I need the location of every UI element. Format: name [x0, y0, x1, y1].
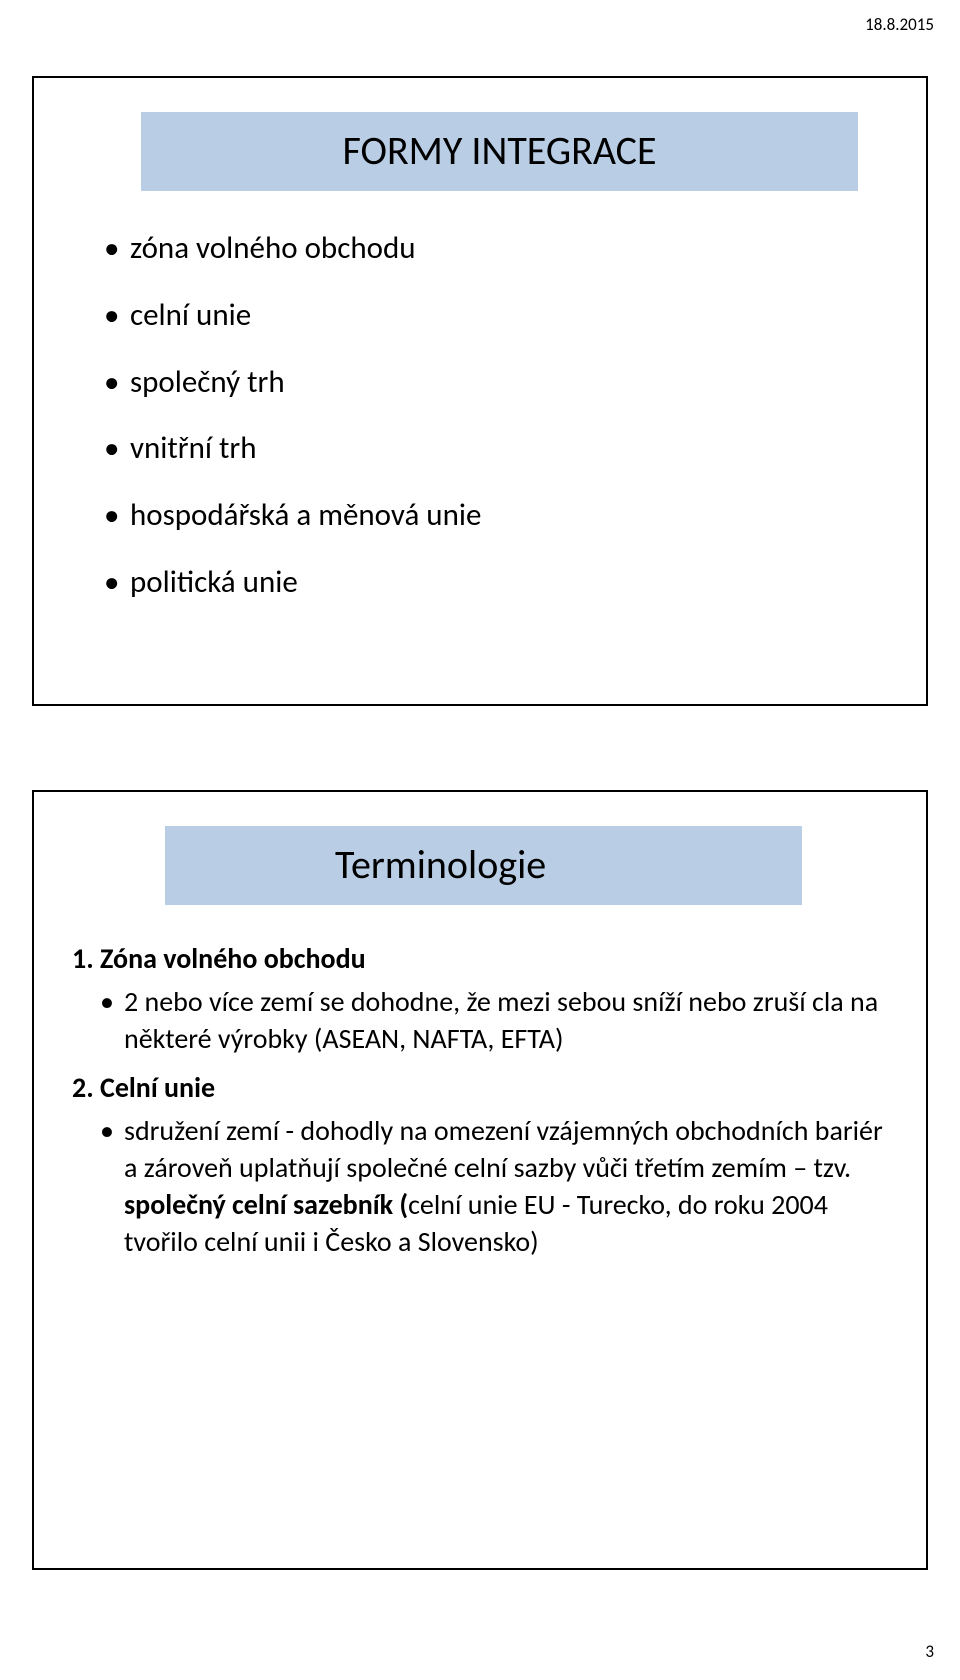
term-heading: 1. Zóna volného obchodu — [72, 941, 896, 976]
slide1-title-box: FORMY INTEGRACE — [138, 112, 858, 191]
list-item: 2 nebo více zemí se dohodne, že mezi seb… — [100, 984, 896, 1058]
slide1-bullets: zóna volného obchodu celní unie společný… — [64, 223, 896, 602]
term-bullets: 2 nebo více zemí se dohodne, že mezi seb… — [72, 984, 896, 1058]
slide2-content: 1. Zóna volného obchodu 2 nebo více zemí… — [64, 937, 896, 1261]
text: sdružení zemí - dohodly na omezení vzáje… — [124, 1113, 883, 1185]
slide2-title-box: Terminologie — [162, 826, 802, 905]
list-item: sdružení zemí - dohodly na omezení vzáje… — [100, 1113, 896, 1261]
term-item-2: 2. Celní unie sdružení zemí - dohodly na… — [72, 1070, 896, 1261]
list-item: zóna volného obchodu — [104, 229, 896, 268]
term-bullets: sdružení zemí - dohodly na omezení vzáje… — [72, 1113, 896, 1261]
term-heading: 2. Celní unie — [72, 1070, 896, 1105]
date-header: 18.8.2015 — [865, 14, 934, 35]
list-item: celní unie — [104, 296, 896, 335]
slide-terminology: Terminologie 1. Zóna volného obchodu 2 n… — [32, 790, 928, 1570]
list-item: politická unie — [104, 563, 896, 602]
page-number: 3 — [925, 1641, 934, 1662]
slide-forms-of-integration: FORMY INTEGRACE zóna volného obchodu cel… — [32, 76, 928, 706]
bold-text: společný celní sazebník ( — [124, 1187, 408, 1222]
list-item: vnitřní trh — [104, 429, 896, 468]
list-item: společný trh — [104, 363, 896, 402]
slide2-title: Terminologie — [335, 840, 778, 889]
slide1-title: FORMY INTEGRACE — [165, 126, 834, 175]
term-item-1: 1. Zóna volného obchodu 2 nebo více zemí… — [72, 941, 896, 1058]
list-item: hospodářská a měnová unie — [104, 496, 896, 535]
